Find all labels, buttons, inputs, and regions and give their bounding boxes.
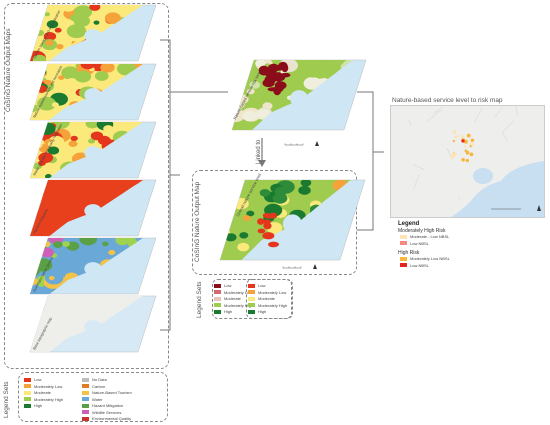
- right-legend-heading: High Risk: [398, 250, 420, 256]
- legend-entry: Hazard Mitigation: [82, 403, 132, 410]
- legend-swatch: [82, 377, 89, 382]
- legend-entry: Moderate: [24, 390, 63, 397]
- legend-label: Environmental Quality: [92, 416, 132, 421]
- legend-sets-left: [18, 372, 168, 422]
- legend-swatch: [24, 377, 31, 382]
- legend-entry: Moderately High: [248, 303, 287, 310]
- right-legend: Moderately High Risk Moderate - Low NBSL L…: [398, 228, 450, 269]
- legend-label: Carbon: [92, 383, 106, 389]
- legend-label: Moderate: [258, 296, 275, 301]
- legend-entry: Moderately High: [24, 397, 63, 404]
- legend-swatch: [214, 296, 221, 301]
- legend-swatch: [82, 416, 89, 421]
- legend-entry: No Data: [82, 377, 132, 384]
- right-legend-heading: Moderately High Risk: [398, 228, 446, 234]
- legend-label: No Data: [92, 377, 107, 382]
- legend-entry: Water: [82, 397, 132, 404]
- left-map-1: [29, 4, 157, 62]
- legend-label: Water: [92, 396, 103, 402]
- legend-left-col1: Low Moderately Low Moderate Moderately High…: [24, 377, 63, 410]
- legend-label: Moderate - Low NBSL: [410, 234, 450, 239]
- legend-swatch: [24, 384, 31, 389]
- legend-label: Low NBSL: [410, 262, 429, 268]
- legend-label: Moderately High: [258, 302, 288, 308]
- legend-entry: Environmental Quality: [82, 416, 132, 423]
- legend-label: Moderately Low: [224, 289, 253, 295]
- right-legend-entry: Moderately Low NBSL: [400, 256, 450, 263]
- legend-swatch: [82, 390, 89, 395]
- right-legend-entry: Low NBSL: [400, 263, 450, 270]
- legend-entry: Moderately Low: [248, 290, 287, 297]
- left-map-4: [29, 179, 157, 237]
- right-legend-entry: Moderate - Low NBSL: [400, 234, 450, 241]
- legend-swatch: [82, 384, 89, 389]
- legend-swatch: [400, 256, 407, 261]
- legend-swatch: [248, 290, 255, 295]
- legend-swatch: [248, 283, 255, 288]
- legend-label: Moderately High: [224, 302, 254, 308]
- legend-left-col2: No Data Carbon Nature-Based Tourism Water Ha…: [82, 377, 132, 423]
- legend-swatch: [400, 241, 407, 246]
- legend-entry: Wildlife Services: [82, 410, 132, 417]
- right-risk-map: [390, 105, 545, 218]
- legend-label: High: [258, 309, 267, 314]
- legend-label: Hazard Mitigation: [92, 403, 124, 408]
- legend-swatch: [248, 309, 255, 314]
- legend-label: Low: [224, 283, 232, 288]
- legend-entry: High: [214, 309, 253, 316]
- right-legend-title: Legend: [398, 221, 420, 227]
- legend-entry: Low: [24, 377, 63, 384]
- legend-swatch: [214, 290, 221, 295]
- legend-label: High: [224, 309, 233, 314]
- legend-swatch: [24, 390, 31, 395]
- legend-swatch: [214, 303, 221, 308]
- legend-entry: Moderately High: [214, 303, 253, 310]
- legend-sets-center-right: [246, 279, 293, 319]
- right-legend-entry: Low NBSL: [400, 241, 450, 248]
- legend-label: Nature-Based Tourism: [92, 390, 132, 395]
- legend-swatch: [24, 397, 31, 402]
- legend-swatch: [82, 397, 89, 402]
- legend-center-col1: Low Moderately Low Moderate Moderately High…: [214, 283, 253, 316]
- center-output-panel: [192, 170, 357, 275]
- legend-swatch: [400, 263, 407, 268]
- legend-label: Moderately Low: [34, 383, 63, 389]
- legend-entry: Low: [214, 283, 253, 290]
- legend-label: Moderately High: [34, 396, 64, 402]
- left-map-stack: Carbon storage and sequestration Nature-b…: [0, 0, 175, 375]
- legend-entry: High: [248, 309, 287, 316]
- legend-entry: Carbon: [82, 384, 132, 391]
- legend-swatch: [82, 403, 89, 408]
- legend-entry: Nature-Based Tourism: [82, 390, 132, 397]
- legend-sets-center-title: Legend Sets: [196, 281, 203, 318]
- legend-swatch: [248, 303, 255, 308]
- legend-swatch: [24, 403, 31, 408]
- legend-swatch: [82, 410, 89, 415]
- legend-label: Wildlife Services: [92, 409, 122, 415]
- legend-swatch: [248, 296, 255, 301]
- legend-swatch: [400, 234, 407, 239]
- right-map-title: Nature-based service level to risk map: [392, 97, 503, 104]
- legend-label: Low: [258, 283, 266, 288]
- legend-center-col2: Low Moderately Low Moderate Moderately High…: [248, 283, 287, 316]
- legend-label: High: [34, 403, 43, 408]
- center-main-map-body: [219, 179, 366, 261]
- legend-entry: Moderate: [214, 296, 253, 303]
- legend-entry: High: [24, 403, 63, 410]
- legend-label: Low NBSL: [410, 240, 429, 246]
- legend-entry: Moderate: [248, 296, 287, 303]
- legend-label: Moderately Low: [258, 289, 287, 295]
- legend-label: Moderately Low NBSL: [410, 256, 450, 261]
- legend-entry: Low: [248, 283, 287, 290]
- legend-label: Low: [34, 377, 42, 382]
- right-scale: [491, 205, 541, 211]
- legend-swatch: [214, 283, 221, 288]
- legend-swatch: [214, 309, 221, 314]
- legend-entry: Moderately Low: [214, 290, 253, 297]
- legend-label: Moderate: [224, 296, 241, 301]
- legend-entry: Moderately Low: [24, 384, 63, 391]
- legend-label: Moderate: [34, 390, 51, 395]
